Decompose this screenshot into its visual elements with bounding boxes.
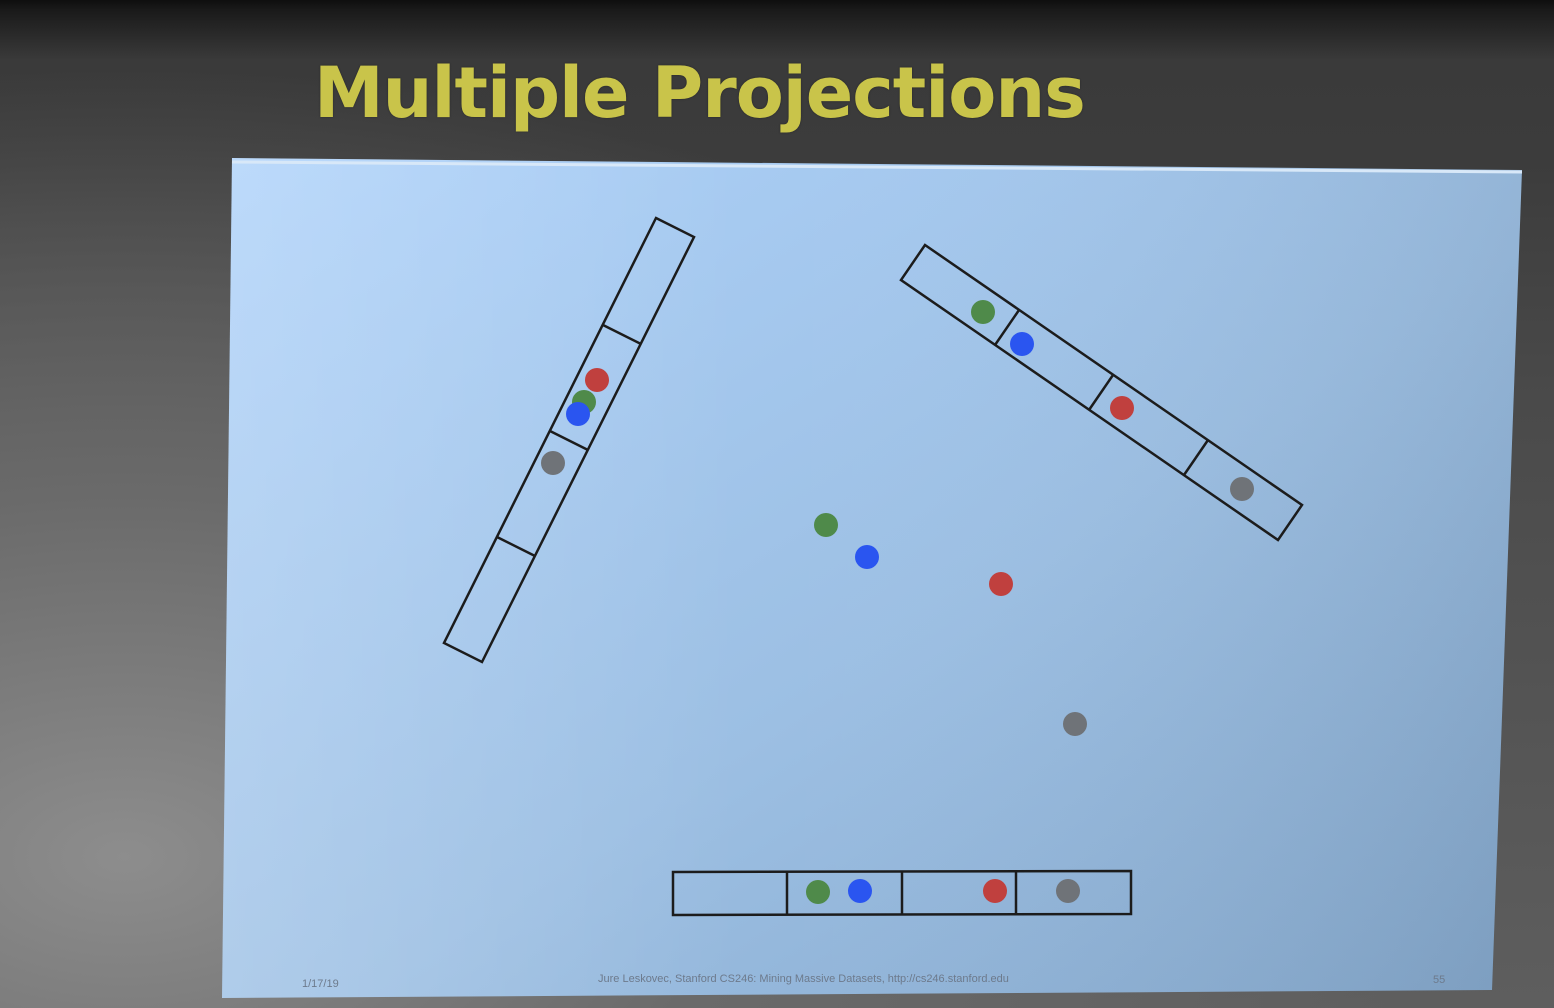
diagonal-projected-blue-point bbox=[1010, 332, 1034, 356]
diagonal-projected-red-point bbox=[1110, 396, 1134, 420]
footer-credit: Jure Leskovec, Stanford CS246: Mining Ma… bbox=[598, 973, 1009, 985]
diagonal-projected-green-point bbox=[971, 300, 995, 324]
steep-bucket-divider-1 bbox=[602, 323, 642, 346]
steep-bucket-divider-2 bbox=[549, 429, 589, 452]
horizontal-projected-blue-point bbox=[848, 879, 872, 903]
horizontal-projection-strip bbox=[671, 869, 1133, 917]
slide-title: Multiple Projections bbox=[314, 52, 1086, 134]
horizontal-projected-green-point bbox=[806, 880, 830, 904]
horizontal-projected-gray-point bbox=[1056, 879, 1080, 903]
horizontal-projected-points bbox=[806, 879, 1080, 904]
steep-projected-points bbox=[541, 368, 609, 475]
horizontal-projection bbox=[671, 869, 1133, 917]
diagonal-bucket-divider-2 bbox=[1087, 374, 1115, 411]
steep-bucket-divider-3 bbox=[496, 535, 536, 558]
steep-projected-gray-point bbox=[541, 451, 565, 475]
steep-projected-red-point bbox=[585, 368, 609, 392]
diagonal-projection-strip bbox=[899, 243, 1304, 542]
steep-projection-strip bbox=[442, 216, 696, 664]
original-points bbox=[814, 513, 1087, 736]
slide-surface-shading bbox=[222, 158, 1522, 998]
horizontal-projected-red-point bbox=[983, 879, 1007, 903]
steep-projection bbox=[442, 216, 696, 664]
blue-point bbox=[855, 545, 879, 569]
diagonal-bucket-divider-3 bbox=[1182, 439, 1210, 476]
green-point bbox=[814, 513, 838, 537]
diagonal-bucket-divider-1 bbox=[993, 309, 1021, 346]
footer-page-number: 55 bbox=[1433, 974, 1446, 986]
slide-top-edge bbox=[231, 160, 1523, 174]
red-point bbox=[989, 572, 1013, 596]
steep-projected-blue-point bbox=[566, 402, 590, 426]
diagonal-projected-points bbox=[971, 300, 1254, 501]
diagonal-projection bbox=[899, 243, 1304, 542]
gray-point bbox=[1063, 712, 1087, 736]
diagonal-projected-gray-point bbox=[1230, 477, 1254, 501]
footer-date: 1/17/19 bbox=[302, 978, 339, 990]
